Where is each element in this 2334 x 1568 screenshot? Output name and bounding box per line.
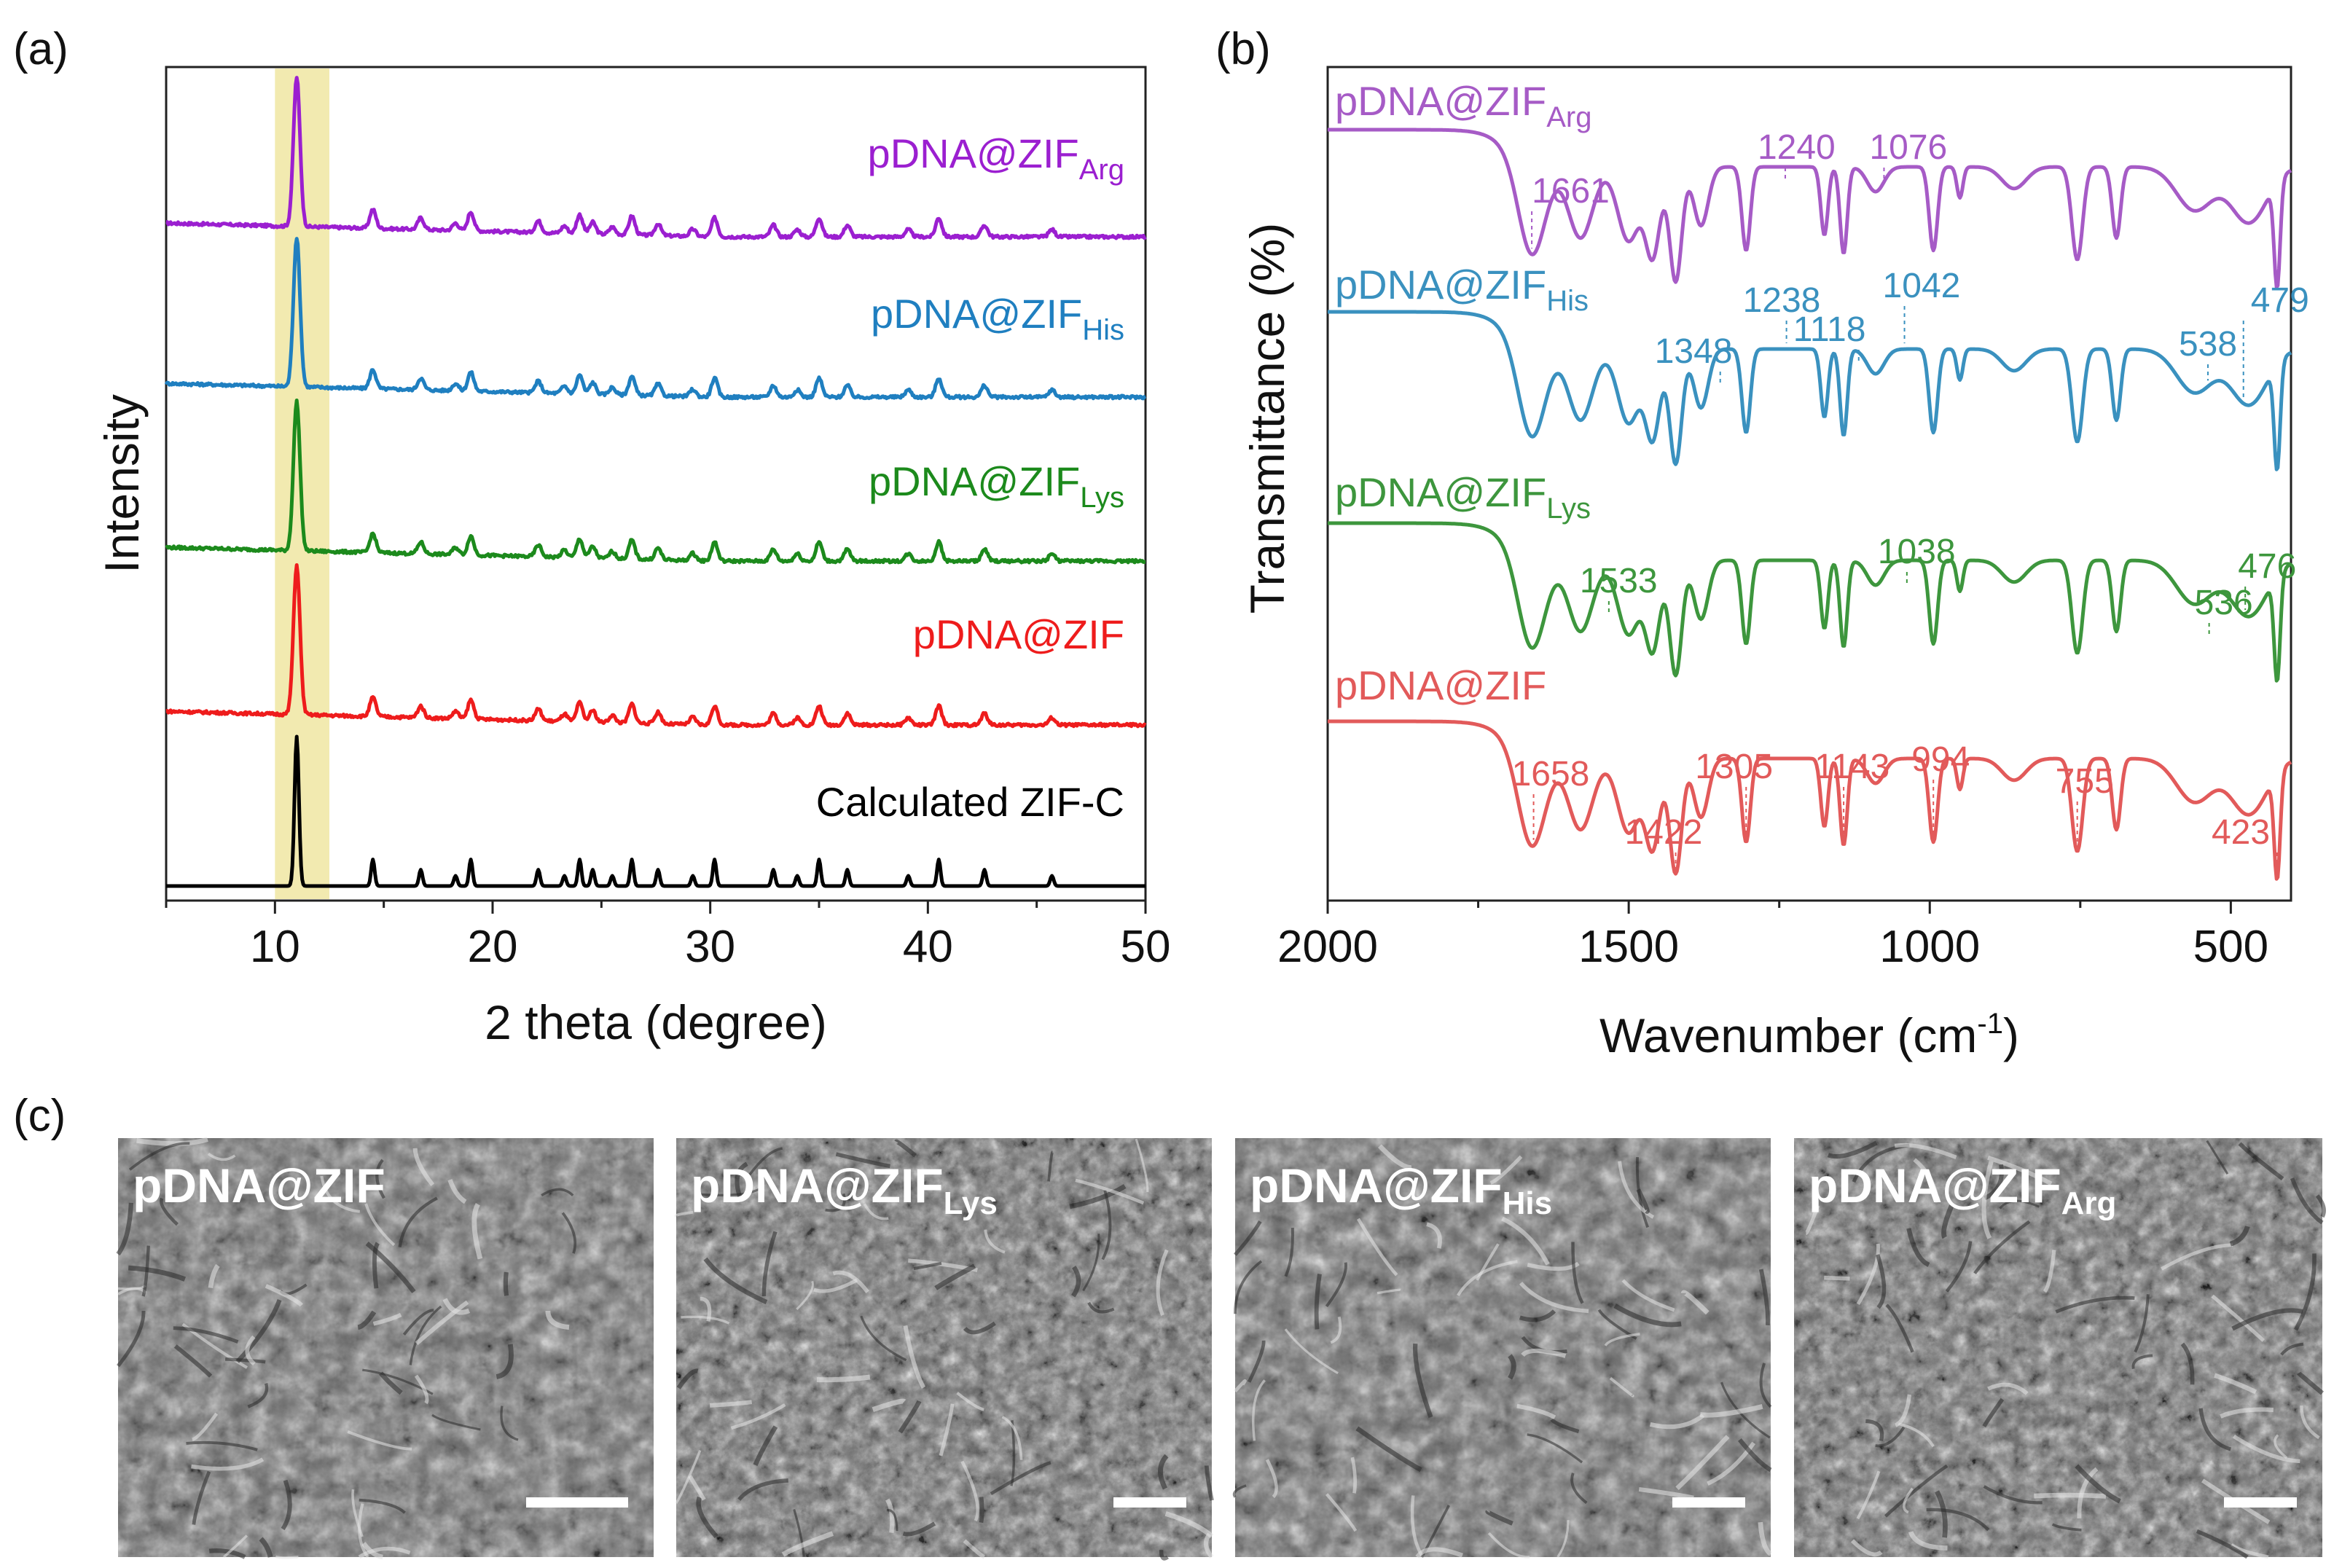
xrd-trace-his	[164, 237, 1147, 401]
xrd-chart: 10 20 30 40 50 2 theta (degree) Intensity pDNA@…	[95, 66, 1171, 1049]
y-axis-title: Intensity	[95, 394, 149, 573]
xrd-trace-zif	[165, 563, 1147, 729]
y-axis-title: Transmittance (%)	[1240, 223, 1294, 614]
sem-label: pDNA@ZIFArg	[1809, 1159, 2116, 1221]
ftir-legend-his: pDNA@ZIFHis	[1335, 262, 1589, 317]
ftir-legend-lys: pDNA@ZIFLys	[1335, 469, 1591, 525]
peak-label: 1240	[1758, 128, 1836, 167]
peak-label: 1533	[1580, 562, 1658, 600]
peak-label: 479	[2251, 281, 2309, 320]
ftir-trace-his	[1327, 310, 2292, 471]
peak-label: 1076	[1869, 128, 1947, 167]
scale-bar	[526, 1497, 628, 1508]
sem-label: pDNA@ZIFLys	[691, 1159, 998, 1221]
panel-letter-c: (c)	[13, 1091, 66, 1141]
peak-label: 538	[2179, 325, 2237, 364]
ftir-trace-lys	[1327, 521, 2292, 683]
xrd-legend-calc: Calculated ZIF-C	[816, 779, 1124, 825]
peak-label: 1042	[1883, 267, 1961, 305]
x-tick-label: 500	[2193, 922, 2268, 972]
xrd-trace-lys	[165, 399, 1146, 565]
xrd-trace-calc	[165, 734, 1146, 888]
xrd-legend-his: pDNA@ZIFHis	[871, 291, 1124, 346]
scale-bar	[1672, 1497, 1745, 1508]
xrd-trace-arg	[165, 76, 1147, 240]
peak-label: 1143	[1814, 748, 1889, 786]
ftir-legend-zif: pDNA@ZIF	[1335, 662, 1546, 708]
xrd-legend-zif: pDNA@ZIF	[913, 611, 1124, 657]
peak-label: 994	[1911, 740, 1970, 779]
peak-label: 1422	[1625, 813, 1703, 852]
peak-label: 476	[2238, 547, 2296, 586]
sem-label: pDNA@ZIF	[133, 1159, 385, 1212]
ftir-trace-zif	[1327, 719, 2292, 881]
peak-label: 1238	[1743, 281, 1821, 320]
x-tick-label: 10	[250, 922, 300, 972]
x-tick-label: 1500	[1578, 922, 1679, 972]
xrd-legend-lys: pDNA@ZIFLys	[869, 458, 1124, 514]
peak-label: 1038	[1878, 533, 1956, 571]
peak-label: 536	[2195, 584, 2253, 622]
panel-letter-b: (b)	[1215, 24, 1271, 74]
x-tick-label: 30	[685, 922, 735, 972]
panel-letter-a: (a)	[13, 24, 68, 74]
sem-image-4: pDNA@ZIFArg	[1794, 1138, 2326, 1559]
peak-label: 1118	[1793, 310, 1866, 349]
ftir-legend-arg: pDNA@ZIFArg	[1335, 78, 1591, 133]
x-tick-label: 40	[903, 922, 953, 972]
x-tick-label: 20	[468, 922, 518, 972]
peak-label: 1661	[1532, 172, 1610, 211]
sem-image-3: pDNA@ZIFHis	[1232, 1138, 1773, 1559]
xrd-frame	[165, 66, 1147, 902]
peak-label: 423	[2212, 813, 2270, 852]
xrd-legend-arg: pDNA@ZIFArg	[868, 130, 1124, 186]
ftir-chart: 2000 1500 1000 500 Wavenumber (cm-1) Transmit…	[1240, 66, 2309, 1062]
ftir-trace-arg	[1327, 128, 2292, 289]
sem-gallery: pDNA@ZIF pDNA@ZIFLys pDNA@ZIFHis pDNA@ZIFAr…	[116, 1137, 2326, 1561]
sem-image-2: pDNA@ZIFLys	[674, 1138, 1214, 1561]
sem-label: pDNA@ZIFHis	[1250, 1159, 1552, 1221]
ftir-frame	[1326, 66, 2292, 902]
peak-label: 755	[2056, 762, 2114, 801]
x-axis-title: Wavenumber (cm-1)	[1599, 1008, 2019, 1062]
x-tick-label: 2000	[1277, 922, 1378, 972]
peak-label: 1305	[1695, 748, 1773, 786]
sem-image-1: pDNA@ZIF	[116, 1137, 654, 1560]
scale-bar	[1113, 1497, 1186, 1508]
x-axis-title: 2 theta (degree)	[485, 995, 827, 1049]
x-tick-label: 1000	[1879, 922, 1980, 972]
x-tick-label: 50	[1121, 922, 1171, 972]
scale-bar	[2224, 1497, 2297, 1508]
peak-label: 1348	[1655, 332, 1733, 371]
peak-label: 1658	[1512, 755, 1590, 793]
